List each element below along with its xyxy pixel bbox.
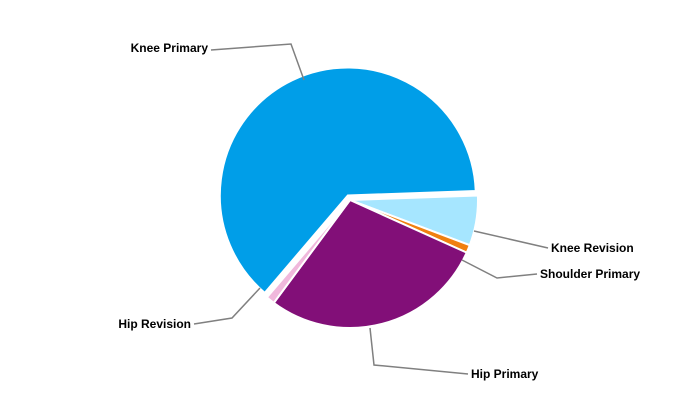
leader-line-shoulder-primary bbox=[461, 259, 538, 279]
slices-layer bbox=[218, 66, 479, 329]
slice-label-shoulder-primary: Shoulder Primary bbox=[540, 267, 640, 281]
pie-slice-hip-primary bbox=[272, 198, 469, 329]
slice-label-knee-primary: Knee Primary bbox=[131, 41, 209, 55]
slice-labels-layer: Knee Primary Knee Revision Shoulder Primar… bbox=[118, 41, 640, 381]
leader-line-hip-revision bbox=[193, 287, 261, 325]
slice-label-hip-primary: Hip Primary bbox=[471, 367, 539, 381]
pie-slice-knee-primary bbox=[218, 66, 477, 295]
pie-slice-hip-revision bbox=[265, 199, 351, 305]
leader-line-knee-revision bbox=[473, 230, 549, 249]
slice-label-hip-revision: Hip Revision bbox=[118, 317, 191, 331]
leader-lines-layer bbox=[193, 43, 549, 375]
slice-label-knee-revision: Knee Revision bbox=[551, 241, 634, 255]
leader-line-hip-primary bbox=[369, 327, 469, 375]
leader-line-knee-primary bbox=[210, 43, 305, 81]
